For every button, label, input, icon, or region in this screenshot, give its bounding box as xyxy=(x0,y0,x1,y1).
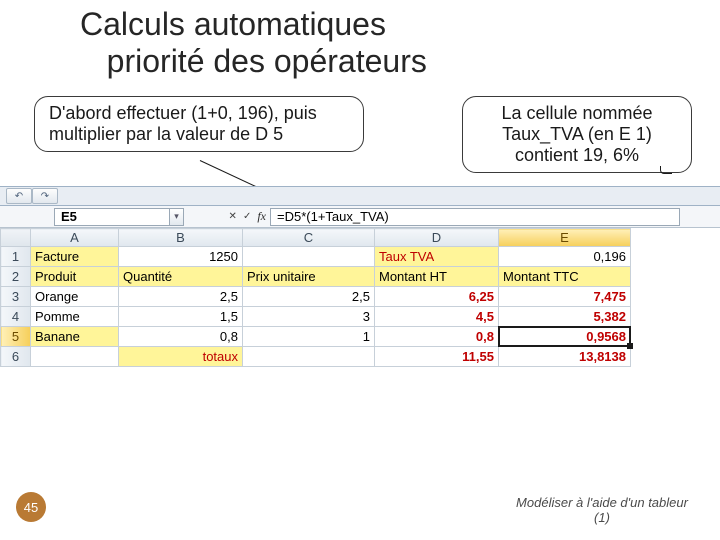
row-header-6[interactable]: 6 xyxy=(1,347,31,367)
row-header-1[interactable]: 1 xyxy=(1,247,31,267)
redo-button[interactable]: ↷ xyxy=(32,188,58,204)
cell-e5[interactable]: 0,9568 xyxy=(499,327,631,347)
cell-e6[interactable]: 13,8138 xyxy=(499,347,631,367)
col-header-b[interactable]: B xyxy=(119,229,243,247)
cell-b4[interactable]: 1,5 xyxy=(119,307,243,327)
cell-d1[interactable]: Taux TVA xyxy=(375,247,499,267)
cell-e3[interactable]: 7,475 xyxy=(499,287,631,307)
callout-left: D'abord effectuer (1+0, 196), puis multi… xyxy=(34,96,364,152)
title-line-2: priorité des opérateurs xyxy=(107,43,427,79)
slide-footer: Modéliser à l'aide d'un tableur (1) xyxy=(512,495,692,526)
accept-formula-icon[interactable]: ✓ xyxy=(243,211,251,222)
col-header-c[interactable]: C xyxy=(243,229,375,247)
quick-access-toolbar: ↶ ↷ xyxy=(0,186,720,206)
name-box[interactable]: E5 xyxy=(54,208,170,226)
cell-d3[interactable]: 6,25 xyxy=(375,287,499,307)
cell-a3[interactable]: Orange xyxy=(31,287,119,307)
grid: A B C D E 1 Facture 1250 Taux TVA 0,196 … xyxy=(0,228,631,367)
cell-d6[interactable]: 11,55 xyxy=(375,347,499,367)
col-header-e[interactable]: E xyxy=(499,229,631,247)
cell-c6[interactable] xyxy=(243,347,375,367)
cell-b2[interactable]: Quantité xyxy=(119,267,243,287)
cell-b1[interactable]: 1250 xyxy=(119,247,243,267)
cell-c3[interactable]: 2,5 xyxy=(243,287,375,307)
slide-title: Calculs automatiques priorité des opérat… xyxy=(80,6,427,80)
cell-a5[interactable]: Banane xyxy=(31,327,119,347)
select-all-corner[interactable] xyxy=(1,229,31,247)
row-header-5[interactable]: 5 xyxy=(1,327,31,347)
cell-b6[interactable]: totaux xyxy=(119,347,243,367)
formula-bar-row: E5 ▾ ✕ ✓ fx =D5*(1+Taux_TVA) xyxy=(0,206,720,228)
cell-c1[interactable] xyxy=(243,247,375,267)
cell-b3[interactable]: 2,5 xyxy=(119,287,243,307)
cell-b5[interactable]: 0,8 xyxy=(119,327,243,347)
spreadsheet: ↶ ↷ E5 ▾ ✕ ✓ fx =D5*(1+Taux_TVA) A B C D… xyxy=(0,186,720,367)
row-header-3[interactable]: 3 xyxy=(1,287,31,307)
cell-a1[interactable]: Facture xyxy=(31,247,119,267)
col-header-d[interactable]: D xyxy=(375,229,499,247)
slide-number-badge: 45 xyxy=(16,492,46,522)
cell-c2[interactable]: Prix unitaire xyxy=(243,267,375,287)
cell-a6[interactable] xyxy=(31,347,119,367)
cell-c5[interactable]: 1 xyxy=(243,327,375,347)
row-header-2[interactable]: 2 xyxy=(1,267,31,287)
name-box-dropdown-icon[interactable]: ▾ xyxy=(170,208,184,226)
cell-e1[interactable]: 0,196 xyxy=(499,247,631,267)
callout-right: La cellule nommée Taux_TVA (en E 1) cont… xyxy=(462,96,692,173)
cell-c4[interactable]: 3 xyxy=(243,307,375,327)
cell-e4[interactable]: 5,382 xyxy=(499,307,631,327)
cell-d2[interactable]: Montant HT xyxy=(375,267,499,287)
cancel-formula-icon[interactable]: ✕ xyxy=(229,211,237,222)
col-header-a[interactable]: A xyxy=(31,229,119,247)
slide: Calculs automatiques priorité des opérat… xyxy=(0,0,720,540)
undo-button[interactable]: ↶ xyxy=(6,188,32,204)
cell-e2[interactable]: Montant TTC xyxy=(499,267,631,287)
cell-d5[interactable]: 0,8 xyxy=(375,327,499,347)
cell-a4[interactable]: Pomme xyxy=(31,307,119,327)
callout-right-connector-nick xyxy=(660,166,672,174)
cell-d4[interactable]: 4,5 xyxy=(375,307,499,327)
fx-icon[interactable]: fx xyxy=(257,209,266,224)
row-header-4[interactable]: 4 xyxy=(1,307,31,327)
formula-input[interactable]: =D5*(1+Taux_TVA) xyxy=(270,208,680,226)
fill-handle[interactable] xyxy=(627,343,633,349)
cell-a2[interactable]: Produit xyxy=(31,267,119,287)
title-line-1: Calculs automatiques xyxy=(80,6,386,42)
cell-e5-value: 0,9568 xyxy=(586,329,626,344)
